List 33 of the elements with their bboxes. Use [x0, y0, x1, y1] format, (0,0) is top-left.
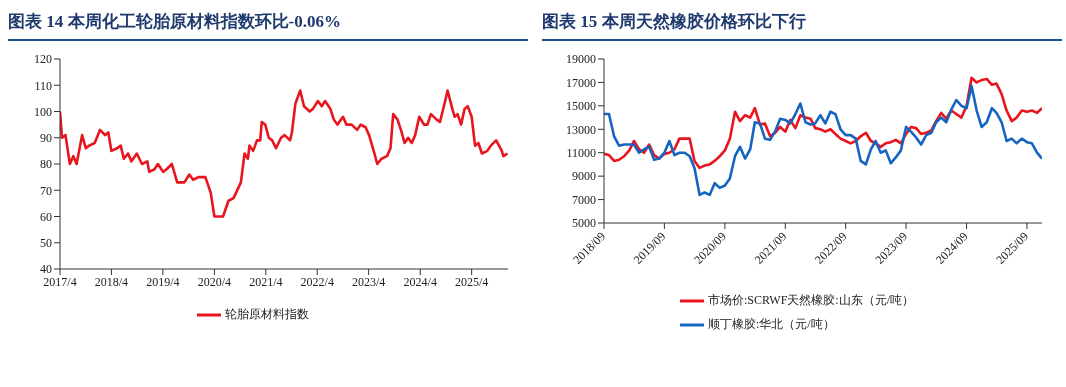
- legend-label: 顺丁橡胶:华北（元/吨）: [707, 316, 835, 331]
- y-tick-label: 90: [40, 131, 52, 146]
- legend-label: 市场价:SCRWF天然橡胶:山东（元/吨）: [707, 292, 915, 307]
- y-tick-label: 50: [40, 236, 52, 251]
- x-tick-label: 2021/4: [249, 274, 283, 289]
- y-tick-label: 70: [40, 183, 52, 198]
- y-tick-label: 120: [34, 52, 52, 67]
- y-tick-label: 15000: [566, 99, 596, 114]
- x-tick-label: 2019/4: [146, 274, 180, 289]
- x-tick-label: 2023/4: [352, 274, 386, 289]
- legend-label: 轮胎原材料指数: [225, 306, 309, 321]
- y-tick-label: 80: [40, 157, 52, 172]
- y-tick-label: 7000: [572, 192, 596, 207]
- y-tick-label: 9000: [572, 169, 596, 184]
- line-series: [60, 89, 508, 218]
- x-tick-label: 2017/4: [43, 274, 77, 289]
- y-tick-label: 40: [40, 262, 52, 277]
- y-tick-label: 13000: [566, 122, 596, 137]
- chart-title: 图表 15 本周天然橡胶价格环比下行: [542, 8, 1062, 41]
- y-tick-label: 17000: [566, 75, 596, 90]
- x-tick-label: 2020/4: [197, 274, 232, 289]
- x-tick-label: 2022/4: [300, 274, 334, 289]
- y-tick-label: 11000: [566, 145, 596, 160]
- y-tick-label: 110: [34, 78, 52, 93]
- line-series: [604, 84, 1042, 197]
- x-tick-label: 2025/4: [454, 274, 489, 289]
- x-tick-label: 2018/4: [94, 274, 129, 289]
- chart-title: 图表 14 本周化工轮胎原材料指数环比-0.06%: [8, 8, 528, 41]
- y-tick-label: 5000: [572, 216, 596, 231]
- y-tick-label: 19000: [566, 52, 596, 67]
- y-tick-label: 100: [34, 104, 52, 119]
- y-tick-label: 60: [40, 209, 52, 224]
- x-tick-label: 2024/4: [403, 274, 437, 289]
